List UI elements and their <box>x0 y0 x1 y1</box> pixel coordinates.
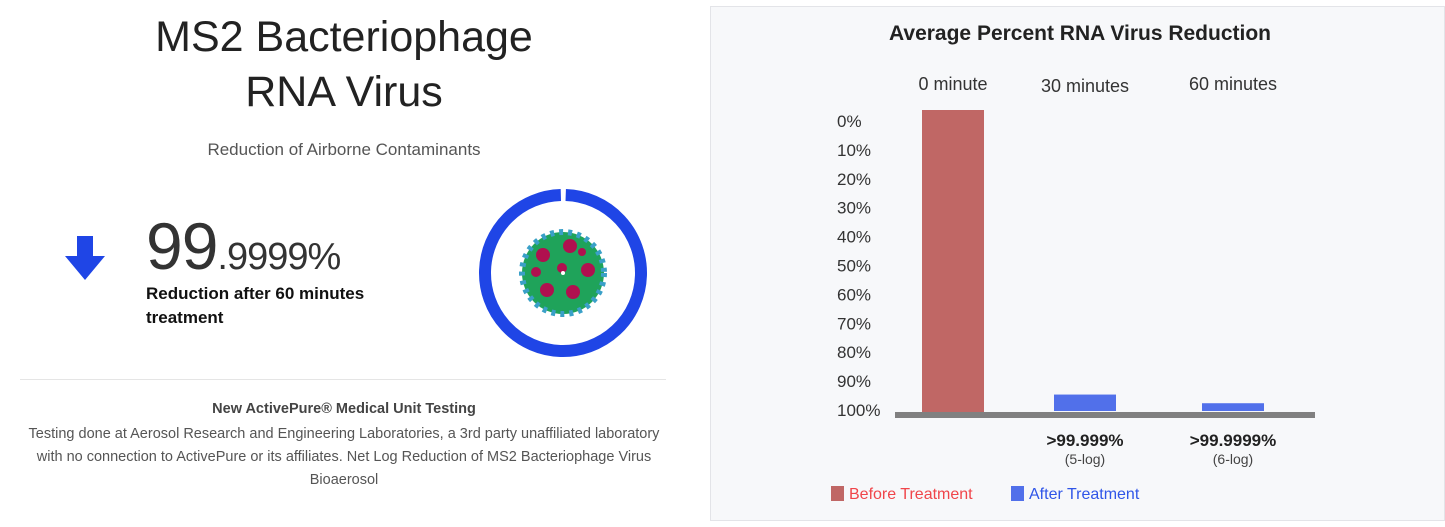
bar <box>1054 394 1116 411</box>
stat-value: 99.9999% <box>146 208 341 284</box>
y-tick-label: 70% <box>837 314 871 333</box>
y-tick-label: 50% <box>837 257 871 276</box>
legend-swatch <box>1011 486 1024 501</box>
bar <box>1202 403 1264 411</box>
legend-label: After Treatment <box>1029 486 1140 503</box>
title-line: MS2 Bacteriophage <box>155 13 533 61</box>
chart-title: Average Percent RNA Virus Reduction <box>889 22 1271 45</box>
y-tick-label: 90% <box>837 372 871 391</box>
y-tick-label: 100% <box>837 401 880 420</box>
y-tick-label: 20% <box>837 170 871 189</box>
category-label: 60 minutes <box>1189 74 1277 94</box>
chart-panel <box>710 6 1445 521</box>
y-tick-label: 40% <box>837 228 871 247</box>
subtitle: Reduction of Airborne Contaminants <box>207 140 481 159</box>
bar-sublabel: (6-log) <box>1213 451 1253 467</box>
x-axis-line <box>895 412 1315 418</box>
category-label: 30 minutes <box>1041 76 1129 96</box>
legend-label: Before Treatment <box>849 486 973 503</box>
virus-ring-graphic <box>479 189 647 357</box>
y-tick-label: 10% <box>837 141 871 160</box>
category-label: 0 minute <box>918 74 987 94</box>
bar <box>922 110 984 414</box>
note-text: Testing done at Aerosol Research and Eng… <box>28 426 660 488</box>
y-tick-label: 80% <box>837 343 871 362</box>
y-tick-label: 30% <box>837 199 871 218</box>
bar-label: >99.999% <box>1046 431 1123 450</box>
stat-caption: Reduction after 60 minutes treatment <box>146 284 365 327</box>
arrow-down-icon <box>65 236 105 280</box>
bar-sublabel: (5-log) <box>1065 451 1105 467</box>
y-tick-label: 60% <box>837 285 871 304</box>
page-title: MS2 Bacteriophage RNA Virus <box>0 10 688 120</box>
stat-main: 99 <box>146 209 218 283</box>
divider <box>20 379 666 380</box>
legend-swatch <box>831 486 844 501</box>
note-heading: New ActivePure® Medical Unit Testing <box>212 401 476 417</box>
y-tick-label: 0% <box>837 112 862 131</box>
bar-label: >99.9999% <box>1190 431 1277 450</box>
title-line: RNA Virus <box>245 68 443 116</box>
stat-decimal: .9999% <box>217 236 341 278</box>
